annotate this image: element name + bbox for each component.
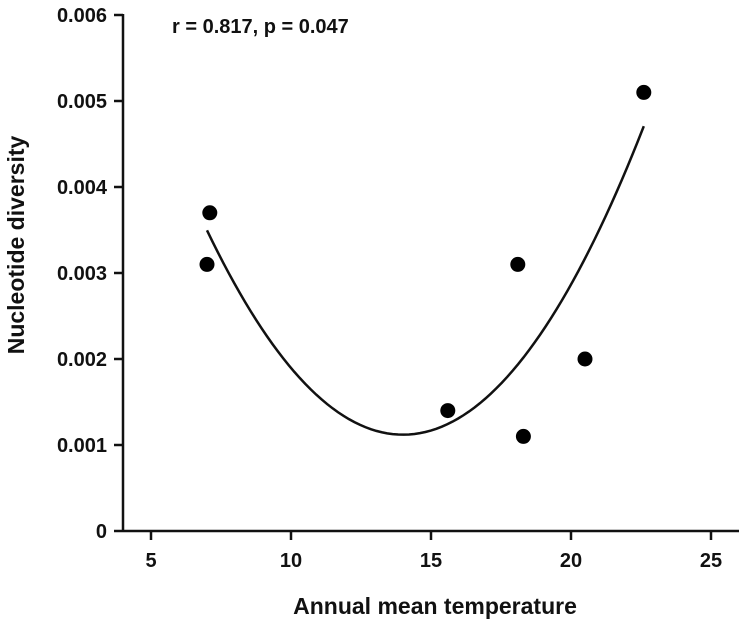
- y-tick-label: 0.006: [57, 5, 107, 27]
- y-tick-label: 0.003: [57, 263, 107, 285]
- data-point: [515, 428, 531, 444]
- y-axis-title: Nucleotide diversity: [3, 136, 29, 355]
- x-tick-label: 25: [700, 550, 722, 572]
- data-point: [202, 205, 218, 221]
- data-point: [510, 256, 526, 272]
- x-tick-label: 10: [280, 550, 302, 572]
- data-point: [577, 351, 593, 367]
- y-tick-label: 0.001: [57, 435, 107, 457]
- x-axis-title: Annual mean temperature: [293, 593, 577, 619]
- y-ticks: 0 0.001 0.002 0.003 0.004 0.005 0.006: [57, 5, 123, 543]
- y-tick-label: 0.004: [57, 177, 108, 199]
- fit-curve: [205, 125, 645, 436]
- x-tick-label: 15: [420, 550, 442, 572]
- data-point: [636, 84, 652, 100]
- y-tick-label: 0.005: [57, 91, 107, 113]
- data-points: [199, 84, 652, 444]
- y-tick-label: 0: [96, 521, 107, 543]
- y-tick-label: 0.002: [57, 349, 107, 371]
- x-ticks: 5 10 15 20 25: [145, 531, 722, 572]
- x-tick-label: 20: [560, 550, 582, 572]
- correlation-annotation: r = 0.817, p = 0.047: [172, 16, 349, 38]
- data-point: [199, 256, 215, 272]
- data-point: [440, 403, 456, 419]
- x-tick-label: 5: [145, 550, 156, 572]
